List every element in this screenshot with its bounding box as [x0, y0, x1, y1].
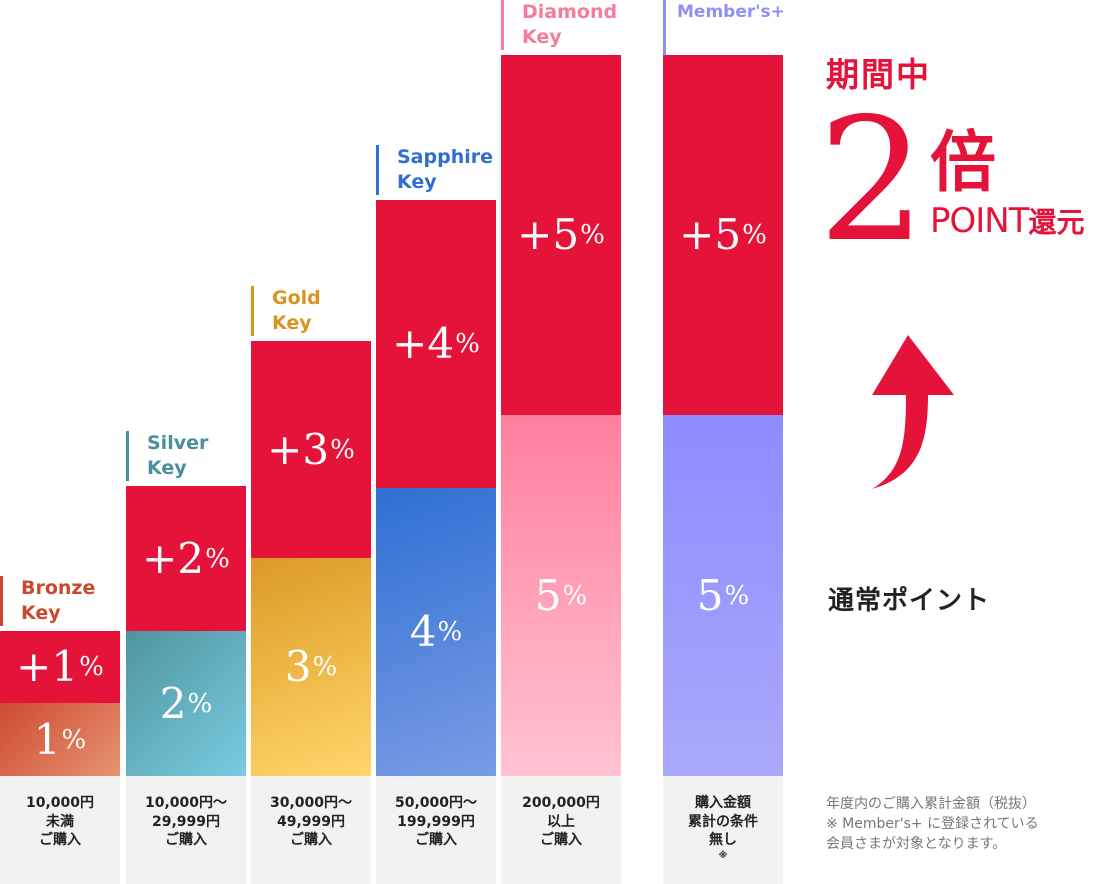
promo-multiplier-unit: 倍 [930, 124, 996, 201]
tier-label-gold: Gold Key [251, 286, 371, 336]
tier-label-sapphire: Sapphire Key [376, 145, 496, 195]
bonus-rate-diamond: +5% [501, 55, 621, 415]
promo-multiplier: 2 [818, 82, 927, 280]
promo-period-label: 期間中 [826, 55, 931, 94]
base-rate-members-plus: 5% [663, 415, 783, 776]
normal-points-label: 通常ポイント [828, 586, 991, 616]
tier-label-silver: Silver Key [126, 431, 246, 481]
bonus-rate-gold: +3% [251, 341, 371, 558]
tier-label-members-plus: Member's+ [663, 0, 785, 55]
footnote: 年度内のご購入累計金額（税抜） ※ Member's+ に登録されている 会員さ… [826, 796, 1039, 852]
condition-sapphire: 50,000円〜 199,999円 ご購入 [376, 776, 496, 884]
bonus-rate-bronze: +1% [0, 631, 120, 703]
condition-members-plus: 購入金額 累計の条件 無し ※ [663, 776, 783, 884]
base-rate-gold: 3% [251, 558, 371, 776]
condition-bronze: 10,000円 未満 ご購入 [0, 776, 120, 884]
base-rate-bronze: 1% [0, 703, 120, 776]
promo-point-label: POINT還元 [930, 201, 1085, 241]
tier-label-diamond: Diamond Key [501, 0, 621, 50]
base-rate-silver: 2% [126, 631, 246, 776]
up-arrow-icon [872, 335, 954, 489]
base-rate-sapphire: 4% [376, 488, 496, 776]
bonus-rate-sapphire: +4% [376, 200, 496, 488]
condition-gold: 30,000円〜 49,999円 ご購入 [251, 776, 371, 884]
bonus-rate-members-plus: +5% [663, 55, 783, 415]
condition-diamond: 200,000円 以上 ご購入 [501, 776, 621, 884]
condition-silver: 10,000円〜 29,999円 ご購入 [126, 776, 246, 884]
bonus-rate-silver: +2% [126, 486, 246, 631]
tier-label-bronze: Bronze Key [0, 576, 120, 626]
base-rate-diamond: 5% [501, 415, 621, 776]
